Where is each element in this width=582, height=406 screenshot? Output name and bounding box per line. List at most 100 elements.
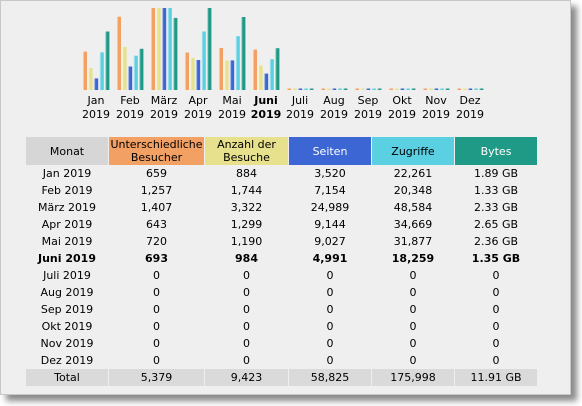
zugriffe-bar [268,59,274,90]
table-cell: 0 [153,337,160,350]
besuche-bar [461,88,467,90]
month-name: Juli [291,94,309,107]
table-cell: Juli 2019 [43,269,91,282]
table-cell: 0 [243,337,250,350]
seiten-bar [399,88,405,90]
table-cell: März 2019 [37,201,97,214]
seiten-bar [195,60,201,90]
month-label: Juni 2019 [249,94,283,122]
month-label: Jan 2019 [79,94,113,122]
table-cell: 0 [492,337,500,350]
month-name: Okt [392,94,412,107]
besuche-bar [291,88,297,90]
table-row: Dez 2019 0 0 0 0 0 [26,352,537,369]
month-name: Sep [357,94,379,107]
table-cell: Okt 2019 [41,320,93,333]
month-year: 2019 [116,108,144,121]
table-cell: 693 [145,252,168,265]
table-row: Sep 2019 0 0 0 0 0 [26,301,537,318]
table-cell: 3,520 [314,167,346,180]
table-cell: 0 [153,320,160,333]
total-row: Total 5,379 9,423 58,825 175,998 11.91 GB [26,369,537,386]
besucher-bar [150,8,155,90]
table-cell: 31,877 [393,235,433,248]
month-year: 2019 [286,108,314,121]
total-cell: 11.91 GB [455,369,537,386]
besuche-bar [155,8,161,90]
besuche-bar [257,65,263,90]
table-cell: Feb 2019 [41,184,93,197]
seiten-bar [297,88,303,90]
month-name: Aug [323,94,345,107]
monthly-bar-chart [82,8,484,91]
table-cell: 0 [326,303,334,316]
table-cell: Dez 2019 [40,354,94,367]
table-cell: 0 [492,286,500,299]
table-cell: 18,259 [391,252,435,265]
total-cell: Total [26,369,108,386]
seiten-bar [433,88,439,90]
table-cell: 0 [153,269,160,282]
besucher-bar [116,16,121,91]
month-name: Juni [254,94,278,107]
table-cell: 0 [409,354,417,367]
besucher-bar [286,88,291,90]
seiten-bar [93,78,99,90]
bytes-bar [342,88,348,90]
table-cell: 20,348 [393,184,433,197]
zugriffe-bar [132,55,138,90]
bytes-bar [274,48,280,90]
bytes-bar [376,88,382,90]
table-cell: 720 [146,235,167,248]
seiten-bar [263,73,269,90]
header-besuche: Anzahl der Besuche [205,137,288,165]
header-zugriffe: Zugriffe [372,137,454,165]
bytes-bar [444,88,450,90]
table-cell: 4,991 [312,252,348,265]
month-label: Sep 2019 [351,94,385,122]
table-cell: 0 [153,286,160,299]
table-cell: 7,154 [314,184,346,197]
table-cell: 2.33 GB [473,201,519,214]
besuche-bar [223,60,229,90]
zugriffe-bar [200,31,206,90]
besuche-bar [121,47,127,90]
bytes-bar [410,88,416,90]
zugriffe-bar [336,88,342,90]
month-year: 2019 [218,108,246,121]
table-cell: 2.36 GB [473,235,519,248]
zugriffe-bar [404,88,410,90]
table-cell: Jan 2019 [42,167,92,180]
bytes-bar [104,31,110,90]
table-cell: 0 [409,303,417,316]
month-label: Juli 2019 [283,94,317,122]
table-cell: 0 [492,269,500,282]
table-row: März 2019 1,407 3,322 24,989 48,584 2.33 GB [26,199,537,216]
table-cell: 0 [326,320,334,333]
table-cell: 0 [243,286,250,299]
besuche-bar [393,88,399,90]
table-cell: 1,744 [230,184,263,197]
table-cell: 9,027 [314,235,346,248]
month-label: März 2019 [147,94,181,122]
bytes-bar [206,8,212,90]
month-name: Dez [459,94,481,107]
table-cell: 884 [236,167,257,180]
total-cell: 5,379 [109,369,204,386]
seiten-bar [229,60,235,90]
total-cell: 9,423 [205,369,288,386]
table-cell: 0 [409,320,417,333]
month-name: Apr [188,94,208,107]
monthly-history-panel: Jan 2019 Feb 2019 März 2019 Apr 2019 Mai 2019 Juni… [0,0,571,395]
table-cell: 1,407 [140,201,173,214]
table-cell: 0 [326,354,334,367]
table-cell: 0 [153,303,160,316]
table-cell: 24,989 [310,201,350,214]
bytes-bar [138,48,144,90]
table-cell: Apr 2019 [41,218,93,231]
month-year: 2019 [422,108,450,121]
besucher-bar [252,49,257,90]
header-seiten: Seiten [289,137,371,165]
table-cell: 1.35 GB [471,252,521,265]
besucher-bar [388,88,393,90]
